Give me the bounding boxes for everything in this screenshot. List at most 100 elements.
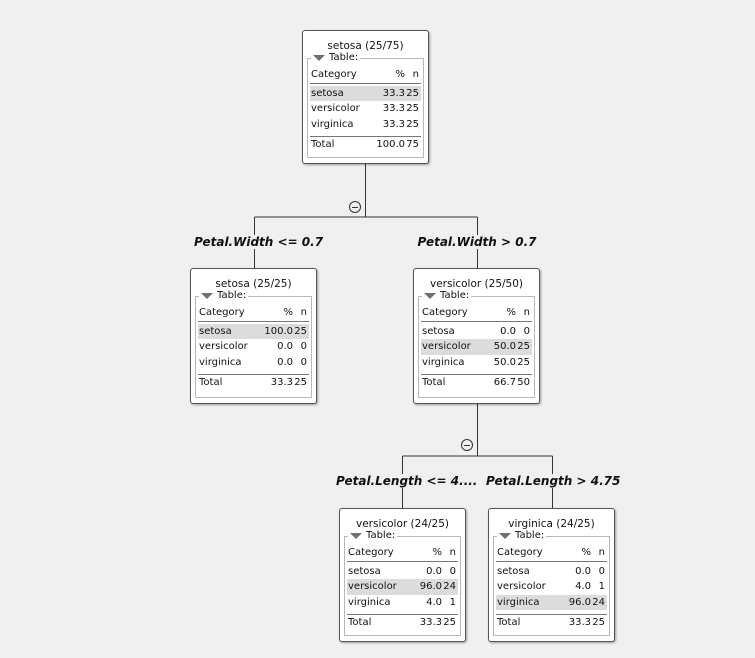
cell-category: setosa: [422, 325, 455, 337]
header-category: Category: [311, 69, 357, 80]
tree-node-versicolor-leaf[interactable]: versicolor (24/25) Table: Category% n set…: [339, 508, 466, 642]
table-row: versicolor 4.0 1: [496, 579, 607, 595]
split-label-petal-length-le: Petal.Length <= 4....: [336, 474, 478, 488]
total-label: Total: [199, 377, 223, 388]
total-row: Total 66.7 50: [421, 374, 532, 391]
header-category: Category: [497, 547, 543, 558]
header-category: Category: [422, 307, 468, 318]
table-row: virginica 96.0 24: [496, 594, 607, 610]
cell-percent: 100.0: [264, 325, 293, 337]
total-percent: 100.0: [376, 139, 405, 150]
cell-category: versicolor: [199, 341, 248, 352]
node-table: Table: Category% n setosa 33.3 25 versicolo…: [307, 52, 424, 158]
total-n: 50: [517, 377, 530, 388]
collapse-triangle-icon: [499, 532, 511, 539]
table-row: setosa 33.3 25: [310, 85, 421, 101]
split-label-petal-width-le: Petal.Width <= 0.7: [194, 235, 324, 249]
edge-versicolor: [402, 404, 553, 508]
header-n: n: [412, 69, 419, 80]
cell-category: virginica: [199, 356, 242, 368]
edge-root: [254, 164, 478, 268]
table-row: virginica 0.0 0: [198, 355, 309, 371]
collapse-triangle-icon: [313, 54, 325, 61]
table-row: versicolor 0.0 0: [198, 339, 309, 355]
cell-percent: 0.0: [277, 356, 293, 368]
cell-n: 1: [449, 596, 456, 608]
collapse-triangle-icon: [424, 292, 436, 299]
node-table: Table: Category% n setosa 0.0 0 versicolor 5…: [418, 290, 535, 398]
total-n: 25: [592, 617, 605, 628]
total-n: 25: [443, 617, 456, 628]
node-title: setosa (25/25): [215, 278, 292, 290]
total-n: 75: [406, 139, 419, 150]
total-label: Total: [497, 617, 521, 628]
node-table: Table: Category% n setosa 100.0 25 versicol…: [195, 290, 312, 398]
header-category: Category: [348, 547, 394, 558]
tree-node-versicolor[interactable]: versicolor (25/50) Table: Category% n set…: [413, 268, 540, 404]
total-percent: 66.7: [493, 377, 516, 388]
cell-percent: 0.0: [426, 565, 442, 577]
total-percent: 33.3: [568, 617, 591, 628]
total-percent: 33.3: [419, 617, 442, 628]
total-row: Total 100.0 75: [310, 136, 421, 153]
collapse-button-versicolor[interactable]: [461, 439, 473, 451]
table-row: setosa 100.0 25: [198, 323, 309, 339]
node-table: Table: Category% n setosa 0.0 0 versicolor 9…: [344, 530, 461, 636]
total-percent: 33.3: [270, 377, 293, 388]
split-label-petal-width-gt: Petal.Width > 0.7: [417, 235, 537, 249]
total-row: Total 33.3 25: [198, 374, 309, 391]
tree-node-root[interactable]: setosa (25/75) Table: Category% n setosa 3…: [302, 30, 429, 164]
table-toggle[interactable]: Table:: [497, 530, 547, 541]
header-category: Category: [199, 307, 245, 318]
total-row: Total 33.3 25: [496, 614, 607, 631]
cell-category: setosa: [348, 565, 381, 577]
cell-n: 0: [300, 356, 307, 368]
table-toggle[interactable]: Table:: [199, 290, 249, 301]
cell-percent: 33.3: [382, 103, 405, 114]
total-label: Total: [348, 617, 372, 628]
table-row: setosa 0.0 0: [421, 324, 532, 340]
cell-percent: 33.3: [382, 87, 405, 99]
cell-category: virginica: [348, 596, 391, 608]
collapse-triangle-icon: [350, 532, 362, 539]
cell-category: versicolor: [311, 103, 360, 114]
table-row: virginica 33.3 25: [310, 117, 421, 133]
node-table: Table: Category% n setosa 0.0 0 versicolor 4…: [493, 530, 610, 636]
table-row: versicolor 96.0 24: [347, 579, 458, 595]
cell-n: 25: [517, 341, 530, 352]
table-row: virginica 50.0 25: [421, 355, 532, 371]
cell-category: virginica: [311, 118, 354, 130]
total-n: 25: [294, 377, 307, 388]
cell-category: setosa: [199, 325, 232, 337]
tree-node-setosa[interactable]: setosa (25/25) Table: Category% n setosa 1…: [190, 268, 317, 404]
cell-n: 0: [523, 325, 530, 337]
table-label: Table:: [329, 52, 359, 63]
header-n: n: [449, 547, 456, 558]
collapse-button-root[interactable]: [349, 201, 361, 213]
table-toggle[interactable]: Table:: [422, 290, 472, 301]
cell-n: 0: [449, 565, 456, 577]
tree-node-virginica-leaf[interactable]: virginica (24/25) Table: Category% n seto…: [488, 508, 615, 642]
header-percent: %: [432, 547, 442, 558]
cell-n: 25: [406, 103, 419, 114]
header-percent: %: [395, 69, 405, 80]
node-title: setosa (25/75): [327, 40, 404, 52]
header-percent: %: [283, 307, 293, 318]
table-toggle[interactable]: Table:: [348, 530, 398, 541]
cell-percent: 50.0: [493, 341, 516, 352]
table-row: setosa 0.0 0: [347, 564, 458, 580]
header-percent: %: [506, 307, 516, 318]
table-label: Table:: [217, 290, 247, 301]
cell-n: 25: [406, 118, 419, 130]
cell-category: virginica: [497, 596, 540, 608]
cell-n: 24: [592, 596, 605, 608]
table-toggle[interactable]: Table:: [311, 52, 361, 63]
cell-percent: 50.0: [493, 356, 516, 368]
cell-n: 25: [517, 356, 530, 368]
node-title: virginica (24/25): [508, 518, 595, 530]
cell-category: versicolor: [497, 581, 546, 592]
table-label: Table:: [366, 530, 396, 541]
split-label-petal-length-gt: Petal.Length > 4.75: [486, 474, 621, 488]
cell-n: 24: [443, 581, 456, 592]
